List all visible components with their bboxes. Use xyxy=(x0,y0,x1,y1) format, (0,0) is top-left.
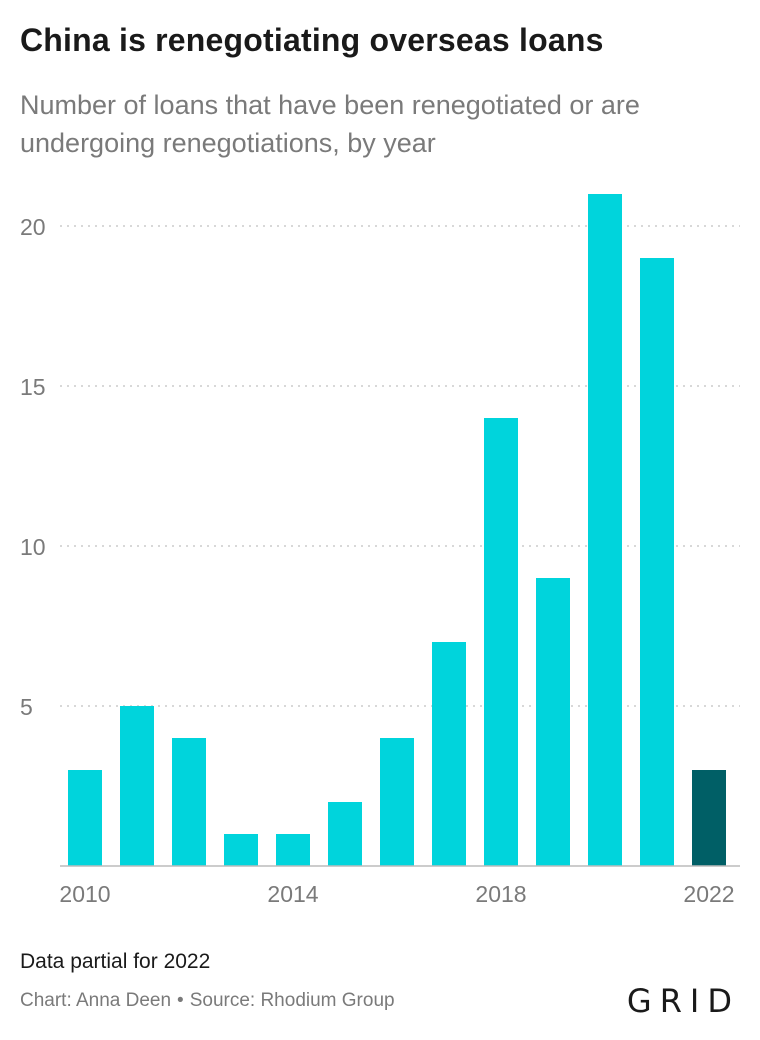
bar-2021 xyxy=(640,258,674,866)
grid-logo: GRID xyxy=(626,982,740,1020)
credit-line: Chart: Anna Deen • Source: Rhodium Group xyxy=(20,990,395,1012)
bar-2012 xyxy=(172,738,206,866)
y-tick-label-10: 10 xyxy=(20,534,46,560)
chart-credit: Chart: Anna Deen xyxy=(20,990,172,1011)
bar-2019 xyxy=(536,578,570,866)
bar-2022 xyxy=(692,770,726,866)
chart-subtitle: Number of loans that have been renegotia… xyxy=(20,90,640,158)
bar-2013 xyxy=(224,834,258,866)
bar-2018 xyxy=(484,418,518,866)
x-tick-label-2014: 2014 xyxy=(267,881,318,907)
bar-2010 xyxy=(68,770,102,866)
footnote: Data partial for 2022 xyxy=(20,950,211,973)
source-credit: Source: Rhodium Group xyxy=(189,990,395,1011)
bar-2016 xyxy=(380,738,414,866)
x-tick-label-2018: 2018 xyxy=(475,881,526,907)
x-tick-label-2010: 2010 xyxy=(59,881,110,907)
bar-2015 xyxy=(328,802,362,866)
bar-2017 xyxy=(432,642,466,866)
bar-2014 xyxy=(276,834,310,866)
y-tick-label-15: 15 xyxy=(20,374,46,400)
bar-2020 xyxy=(588,194,622,866)
y-tick-label-5: 5 xyxy=(20,694,33,720)
credit-separator: • xyxy=(177,990,184,1011)
x-tick-label-2022: 2022 xyxy=(683,881,734,907)
y-tick-label-20: 20 xyxy=(20,214,46,240)
bar-2011 xyxy=(120,706,154,866)
chart-title: China is renegotiating overseas loans xyxy=(20,22,604,58)
